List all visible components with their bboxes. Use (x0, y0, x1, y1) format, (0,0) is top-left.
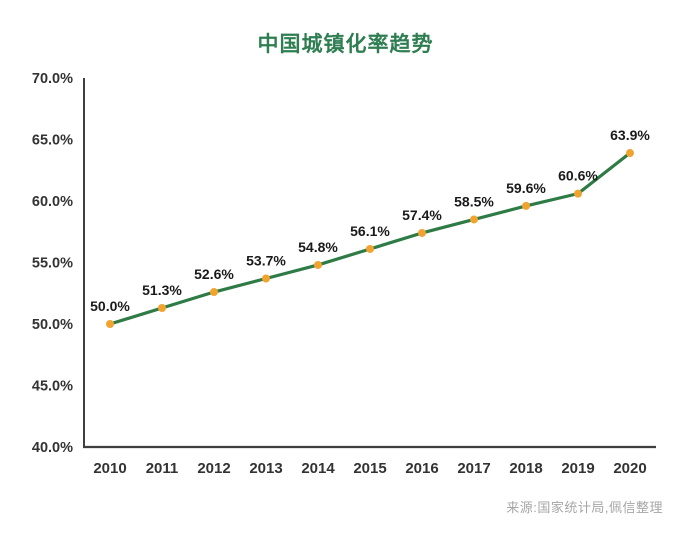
y-tick-label: 65.0% (32, 133, 73, 149)
y-tick-label: 45.0% (32, 379, 73, 395)
x-tick-label: 2013 (249, 460, 282, 477)
data-point-marker (366, 244, 374, 253)
data-point-label: 63.9% (610, 127, 650, 143)
x-tick-label: 2018 (509, 460, 542, 477)
y-tick-label: 50.0% (32, 317, 73, 333)
data-point-marker (626, 149, 634, 158)
data-point-label: 58.5% (454, 193, 494, 209)
x-tick-label: 2016 (405, 460, 438, 477)
data-point-marker (158, 304, 166, 313)
data-point-label: 59.6% (506, 180, 546, 196)
chart-title: 中国城镇化率趋势 (257, 33, 434, 56)
data-point-marker (106, 320, 114, 328)
data-point-marker (418, 228, 426, 237)
data-point-label: 57.4% (402, 207, 442, 223)
data-point-label: 56.1% (350, 223, 390, 239)
source-note: 来源:国家统计局,佩信整理 (506, 500, 663, 515)
data-point-marker (210, 288, 218, 297)
x-tick-label: 2020 (613, 460, 646, 477)
data-point-marker (574, 189, 582, 198)
x-tick-label: 2010 (93, 460, 126, 477)
y-tick-label: 60.0% (32, 194, 73, 210)
y-tick-label: 70.0% (32, 71, 73, 87)
x-tick-label: 2012 (197, 460, 230, 477)
x-tick-label: 2011 (146, 460, 179, 477)
x-tick-label: 2019 (561, 460, 594, 477)
data-point-label: 50.0% (90, 298, 130, 314)
data-point-marker (314, 260, 322, 269)
data-point-label: 52.6% (194, 266, 234, 282)
x-tick-label: 2017 (457, 460, 490, 477)
data-point-marker (470, 215, 478, 224)
x-tick-label: 2015 (353, 460, 386, 477)
x-tick-label: 2014 (301, 460, 335, 477)
data-point-marker (262, 274, 270, 283)
data-point-marker (522, 201, 530, 210)
data-point-label: 54.8% (298, 239, 338, 255)
data-point-label: 53.7% (246, 252, 286, 268)
y-tick-label: 40.0% (32, 440, 73, 456)
data-point-label: 60.6% (558, 168, 598, 184)
y-tick-label: 55.0% (32, 256, 73, 272)
data-point-label: 51.3% (142, 282, 182, 298)
